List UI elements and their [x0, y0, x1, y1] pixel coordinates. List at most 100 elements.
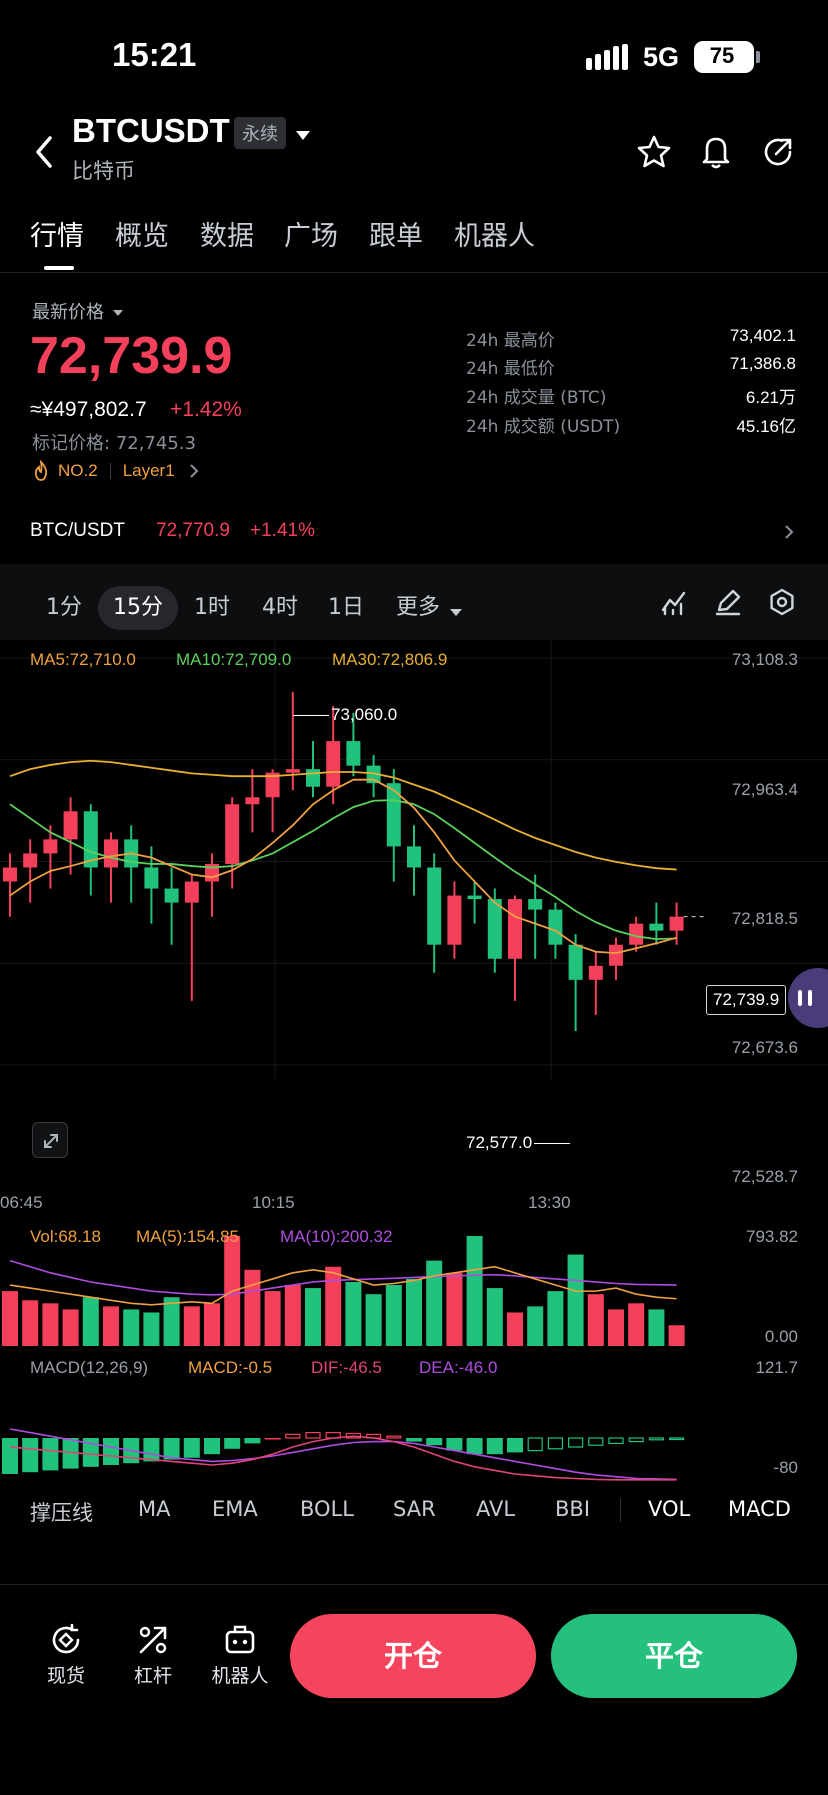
- rank-tag[interactable]: NO.2 Layer1: [32, 460, 199, 482]
- indicator-option[interactable]: VOL: [648, 1497, 691, 1521]
- price-axis-label: 72,963.4: [731, 780, 798, 799]
- vol-legend: Vol:68.18: [30, 1227, 101, 1246]
- close-position-button[interactable]: 平仓: [551, 1614, 797, 1698]
- time-axis-label: 13:30: [528, 1193, 571, 1212]
- draw-pen-icon[interactable]: [714, 588, 742, 620]
- ma30-legend: MA30:72,806.9: [332, 650, 448, 669]
- volume-bar: [507, 1312, 523, 1346]
- current-price-tag-label: 72,739.9: [713, 990, 780, 1009]
- rank-label: NO.2: [58, 461, 98, 480]
- last-price-label[interactable]: 最新价格: [32, 298, 123, 324]
- volume-bar: [406, 1278, 422, 1346]
- macd-bar: [244, 1438, 261, 1444]
- candle-body: [346, 741, 361, 766]
- macd-bar: [285, 1433, 301, 1439]
- timeframe-option[interactable]: 1日: [328, 595, 364, 620]
- vol-ma5-legend: MA(5):154.85: [136, 1227, 239, 1246]
- macd-bar: [507, 1438, 523, 1453]
- indicator-option[interactable]: MA: [138, 1497, 171, 1521]
- back-button[interactable]: [30, 132, 60, 172]
- volume-bar: [204, 1303, 220, 1346]
- candle-body: [427, 867, 442, 945]
- timeframe-option[interactable]: 1时: [194, 595, 230, 620]
- tab-item[interactable]: 机器人: [454, 221, 535, 252]
- annotation-line: [293, 714, 329, 716]
- stat-label: 24h 成交额 (USDT): [466, 417, 621, 437]
- stat-label: 24h 最高价: [466, 331, 555, 351]
- ma30-line: [9, 759, 677, 871]
- candle-body: [568, 944, 583, 980]
- price-axis-label: 73,108.3: [731, 650, 798, 669]
- macd-bar: [426, 1438, 443, 1446]
- chart-settings-icon[interactable]: [768, 588, 796, 620]
- tab-item[interactable]: 跟单: [369, 221, 423, 252]
- indicator-option[interactable]: SAR: [393, 1497, 436, 1521]
- macd-bar: [386, 1435, 402, 1439]
- volume-bar: [103, 1306, 119, 1346]
- candlestick-chart[interactable]: [0, 640, 828, 1080]
- candle-body: [609, 944, 623, 966]
- macd-bar: [82, 1438, 99, 1467]
- tab-item[interactable]: 概览: [115, 221, 169, 252]
- indicator-option[interactable]: AVL: [476, 1497, 516, 1521]
- volume-chart: [2, 1236, 685, 1346]
- spot-nav-button[interactable]: 现货: [36, 1620, 96, 1700]
- last-price: 72,739.9: [30, 327, 233, 385]
- high-annotation-label: 73,060.0: [331, 705, 398, 724]
- macd-bar: [668, 1437, 685, 1441]
- candle-body: [386, 783, 401, 847]
- indicator-option[interactable]: BOLL: [300, 1497, 354, 1521]
- robot-nav-button[interactable]: 机器人: [204, 1620, 276, 1700]
- indicator-option[interactable]: EMA: [212, 1497, 258, 1521]
- volume-bar: [446, 1272, 463, 1346]
- indicator-option[interactable]: BBI: [555, 1497, 591, 1521]
- alert-bell-icon[interactable]: [698, 133, 734, 175]
- timeframe-option[interactable]: 15分: [98, 586, 178, 630]
- spot-nav-label: 现货: [46, 1665, 85, 1687]
- vol-ma10-legend: MA(10):200.32: [280, 1227, 393, 1246]
- symbol-subtitle: 比特币: [72, 159, 135, 183]
- macd-axis-min: -80: [773, 1458, 798, 1477]
- leverage-nav-button[interactable]: 杠杆: [123, 1620, 183, 1700]
- volume-bar: [183, 1306, 200, 1346]
- tab-item[interactable]: 行情: [30, 221, 84, 252]
- timeframe-option[interactable]: 更多: [395, 595, 440, 620]
- chart-type-icon[interactable]: [660, 588, 688, 620]
- stat-label: 24h 最低价: [466, 359, 555, 379]
- high-annotation: 73,060.0: [293, 705, 397, 725]
- volume-bar: [365, 1294, 382, 1346]
- vol-axis-min: 0.00: [764, 1327, 798, 1346]
- indicator-option[interactable]: 撑压线: [30, 1501, 93, 1525]
- fullscreen-button[interactable]: [32, 1122, 68, 1158]
- macd-bar: [42, 1438, 59, 1471]
- share-icon[interactable]: [760, 134, 796, 174]
- spot-row[interactable]: BTC/USDT 72,770.9 +1.41%: [0, 510, 828, 556]
- spot-pair: BTC/USDT: [30, 520, 125, 541]
- symbol-dropdown-icon[interactable]: [296, 126, 310, 145]
- stat-value: 73,402.1: [729, 326, 796, 345]
- ma10-legend: MA10:72,709.0: [176, 650, 292, 669]
- volume-bar: [547, 1291, 564, 1346]
- status-time: 15:21: [112, 36, 197, 73]
- stat-value: 71,386.8: [729, 354, 796, 373]
- tab-item[interactable]: 广场: [284, 221, 338, 252]
- favorite-star-icon[interactable]: [636, 134, 672, 174]
- dea-legend: DEA:-46.0: [419, 1358, 498, 1377]
- indicator-option[interactable]: MACD: [728, 1497, 791, 1521]
- macd-bar: [2, 1438, 18, 1474]
- symbol-title[interactable]: BTCUSDT: [72, 112, 230, 149]
- open-position-button[interactable]: 开仓: [290, 1614, 536, 1698]
- timeframe-option[interactable]: 1分: [46, 595, 82, 620]
- sector-label: Layer1: [122, 461, 175, 480]
- network-label: 5G: [643, 42, 680, 72]
- volume-bar: [648, 1309, 665, 1346]
- leverage-nav-label: 杠杆: [133, 1665, 172, 1687]
- macd-value-legend: MACD:-0.5: [188, 1358, 273, 1377]
- timeframe-option[interactable]: 4时: [262, 595, 298, 620]
- tab-item[interactable]: 数据: [200, 221, 254, 252]
- macd-bar: [163, 1438, 180, 1460]
- volume-bar: [466, 1236, 483, 1346]
- side-drawer-handle[interactable]: [788, 968, 828, 1028]
- volume-bar: [587, 1294, 604, 1346]
- macd-bar: [406, 1438, 422, 1442]
